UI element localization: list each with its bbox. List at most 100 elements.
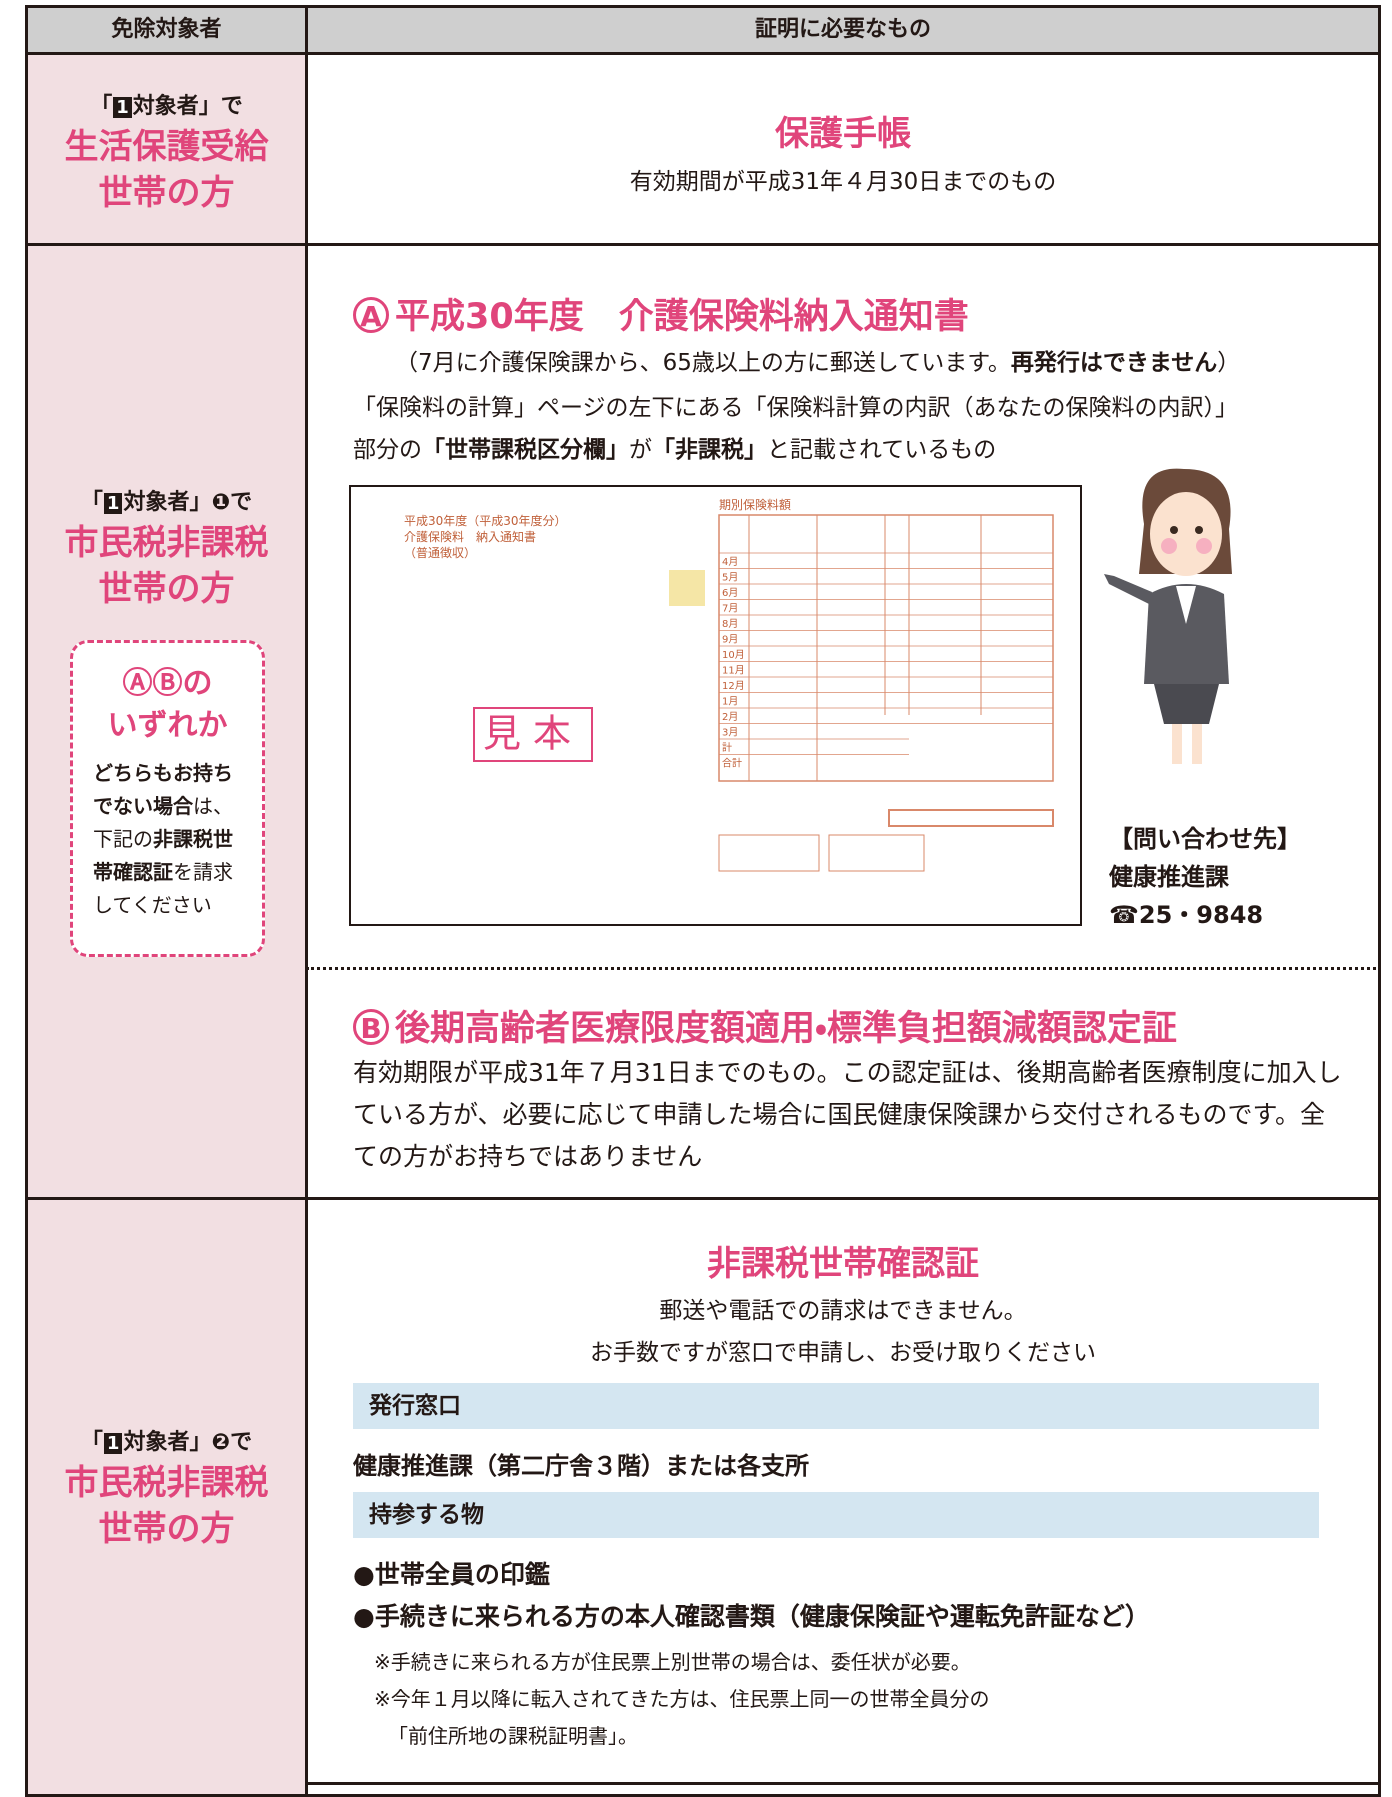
contact-dept: 健康推進課 [1109,863,1229,891]
text-segment: 非課税世帯確認証 [93,827,233,884]
form-month: 11月 [722,665,745,677]
proof-note: お手数ですが窓口で申請し、お受け取りください [590,1340,1096,1366]
text-segment: 対象者」で [132,94,243,119]
target-group: 市民税非課税 世帯の方 [25,1460,308,1552]
form-heading: 介護保険料 納入通知書 [404,529,536,544]
form-month: 5月 [722,572,738,584]
section-heading: 発行窓口 [353,1383,1319,1429]
text-segment: 対象者」❷で [123,1430,253,1455]
text-segment: 1 [113,97,132,118]
form-month: 3月 [722,727,738,739]
form-month: 計 [722,742,732,754]
form-month: 合計 [722,757,742,770]
text-segment: 部分の [353,437,422,463]
form-month: 9月 [722,634,738,646]
form-box [828,834,925,872]
option-a-line: 「保険料の計算」ページの左下にある「保険料計算の内訳（あなたの保険料の内訳）」 [353,388,1238,422]
section-body: 健康推進課（第二庁舎３階）または各支所 [353,1452,809,1480]
condition: 「1 対象者」❷で [25,1424,308,1456]
text-segment: と記載されているもの [767,437,997,463]
form-heading: 平成30年度（平成30年度分） [404,514,567,528]
proof-notes: 郵送や電話での請求はできません。お手数ですが窓口で申請し、お受け取りください [305,1290,1381,1374]
option-a-line: （7月に介護保険課から、65歳以上の方に郵送しています。再発行はできません） [395,343,1240,377]
cheek [1196,538,1212,554]
text-segment: を請求してください [93,860,233,917]
stamp: 見本 [483,712,583,756]
group-line: 生活保護受給 [64,127,269,167]
contact-tel: ☎25・9848 [1109,901,1264,929]
text-segment: は、下記の [93,794,233,851]
header-proof: 証明に必要なもの [305,5,1381,55]
text-segment: 「世帯課税区分欄」 [422,437,629,463]
divider [306,967,1381,970]
choice-box: ⒶⒷのいずれか どちらもお持ちでない場合は、下記の非課税世帯確認証を請求してくだ… [70,640,265,957]
target-group: 市民税非課税 世帯の方 [25,520,308,612]
shirt [1176,586,1196,624]
proof-note: 有効期間が平成31年４月30日までのもの [629,169,1057,195]
stamp-box [473,707,593,762]
item-note: 「前住所地の課税証明書」。 [388,1724,638,1748]
form-box [888,809,1054,827]
leg [1172,724,1182,764]
choice-title: ⒶⒷのいずれか [73,663,262,747]
contact-label: 【問い合わせ先】 [1109,825,1301,853]
choice-note: どちらもお持ちでない場合は、下記の非課税世帯確認証を請求してください [93,757,237,922]
form-table [718,514,1054,782]
group-line: 世帯の方 [98,1509,235,1549]
item-list: 世帯全員の印鑑手続きに来られる方の本人確認書類（健康保険証や運転免許証など） [353,1554,1150,1638]
form-month: 12月 [722,680,745,692]
arm [1104,574,1152,604]
illustration [1104,468,1232,764]
proof-title: 非課税世帯確認証 [707,1244,979,1284]
skirt [1154,684,1219,724]
target-group: 生活保護受給 世帯の方 [25,124,308,216]
condition: 「1 対象者」で [25,88,308,120]
option-mark: A [353,297,389,333]
proof-title: 保護手帳 [775,114,911,154]
text-segment: 「 [80,1430,103,1455]
seal [669,570,705,606]
leg [1192,724,1202,764]
form-month: 7月 [722,603,738,615]
form-month: 6月 [722,587,738,599]
choice-line: ⒶⒷの [122,666,213,701]
form-border [349,485,1082,926]
face [1150,492,1222,576]
text-segment: 1 [103,1433,123,1454]
eye [1195,526,1203,534]
sample-form: 見本 平成30年度（平成30年度分）介護保険料 納入通知書 （普通徴収） 期別保険料… [349,485,1082,926]
header-target: 免除対象者 [25,5,308,55]
option-b-text: 有効期限が平成31年７月31日までのもの。この認定証は、後期高齢者医療制度に加入… [353,1058,1342,1171]
proof-note: 郵送や電話での請求はできません。 [659,1298,1027,1324]
group-line: 世帯の方 [98,173,235,213]
eye [1170,526,1178,534]
title-text: 後期高齢者医療限度額適用・標準負担額減額認定証 [395,1009,1177,1049]
form-month: 10月 [722,649,745,661]
group-line: 市民税非課税 [64,1463,269,1503]
item: 世帯全員の印鑑 [353,1554,1150,1596]
condition: 「1 対象者」❶で [25,484,308,516]
item: 手続きに来られる方の本人確認書類（健康保険証や運転免許証など） [353,1596,1150,1638]
text-segment: が [629,437,652,463]
choice-line: いずれか [107,708,228,743]
option-b-title: B 後期高齢者医療限度額適用・標準負担額減額認定証 [353,1000,1177,1051]
form-month: 1月 [722,696,738,708]
item-notes: ※手続きに来られる方が住民票上別世帯の場合は、委任状が必要。 ※今年１月以降に転入… [374,1644,990,1755]
text-segment: 「非課税」 [652,437,767,463]
text-segment: 1 [103,493,123,514]
option-a-title: A 平成30年度 介護保険料納入通知書 [353,288,969,339]
contact: 【問い合わせ先】 健康推進課 ☎25・9848 [1109,820,1301,934]
cheek [1161,538,1177,554]
text-segment: 「 [80,490,103,515]
form-heading: （普通徴収） [404,546,476,560]
text-segment: 「 [90,94,113,119]
row-3-target-cell [25,1197,308,1797]
group-line: 市民税非課税 [64,523,269,563]
text-segment: ） [1217,350,1241,376]
text-segment: 再発行はできません [1010,350,1218,376]
option-mark: B [353,1009,389,1045]
form-month: 2月 [722,711,738,723]
title-text: 平成30年度 介護保険料納入通知書 [395,297,969,337]
section-heading: 持参する物 [353,1492,1319,1538]
